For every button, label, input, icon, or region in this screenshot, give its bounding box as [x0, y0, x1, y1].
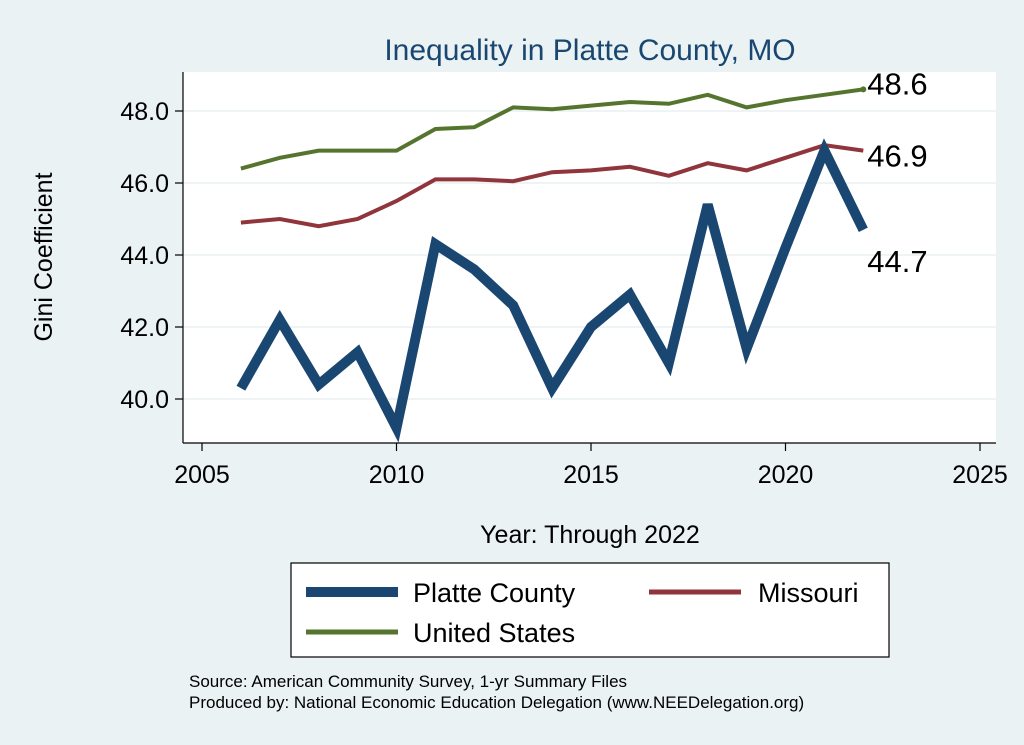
y-tick-label: 40.0	[120, 386, 169, 414]
chart-title: Inequality in Platte County, MO	[384, 34, 795, 67]
y-tick-label: 42.0	[120, 314, 169, 342]
legend: Platte County Missouri United States	[290, 562, 890, 658]
y-tick-label: 46.0	[120, 170, 169, 198]
x-axis-title: Year: Through 2022	[480, 521, 700, 549]
end-labels: 44.7 46.9 48.6	[867, 66, 927, 278]
y-tick-label: 48.0	[120, 98, 169, 126]
y-axis-title: Gini Coefficient	[30, 172, 58, 341]
legend-label-united-states: United States	[413, 618, 575, 648]
y-tick-label: 44.0	[120, 242, 169, 270]
source-line-1: Source: American Community Survey, 1-yr …	[189, 672, 627, 691]
x-tick-label: 2015	[563, 461, 619, 489]
x-tick-label: 2020	[758, 461, 814, 489]
end-label-platte-county: 44.7	[867, 244, 927, 279]
series-end-point-united-states	[860, 86, 867, 93]
series-line-platte-county	[236, 138, 868, 443]
x-tick-label: 2005	[174, 461, 230, 489]
legend-label-platte-county: Platte County	[413, 578, 576, 608]
source-line-2: Produced by: National Economic Education…	[189, 693, 804, 712]
legend-label-missouri: Missouri	[758, 578, 859, 608]
series-line-missouri	[240, 143, 864, 229]
x-tick-label: 2010	[369, 461, 425, 489]
series-group	[236, 86, 868, 443]
end-label-united-states: 48.6	[867, 66, 927, 101]
legend-box	[290, 562, 890, 658]
x-tick-label: 2025	[952, 461, 1008, 489]
axis-ticks: 40.0 42.0 44.0 46.0 48.0 2005 2010 2015 2020 2025	[120, 98, 1007, 489]
end-label-missouri: 46.9	[867, 139, 927, 174]
series-line-united-states	[240, 87, 864, 171]
